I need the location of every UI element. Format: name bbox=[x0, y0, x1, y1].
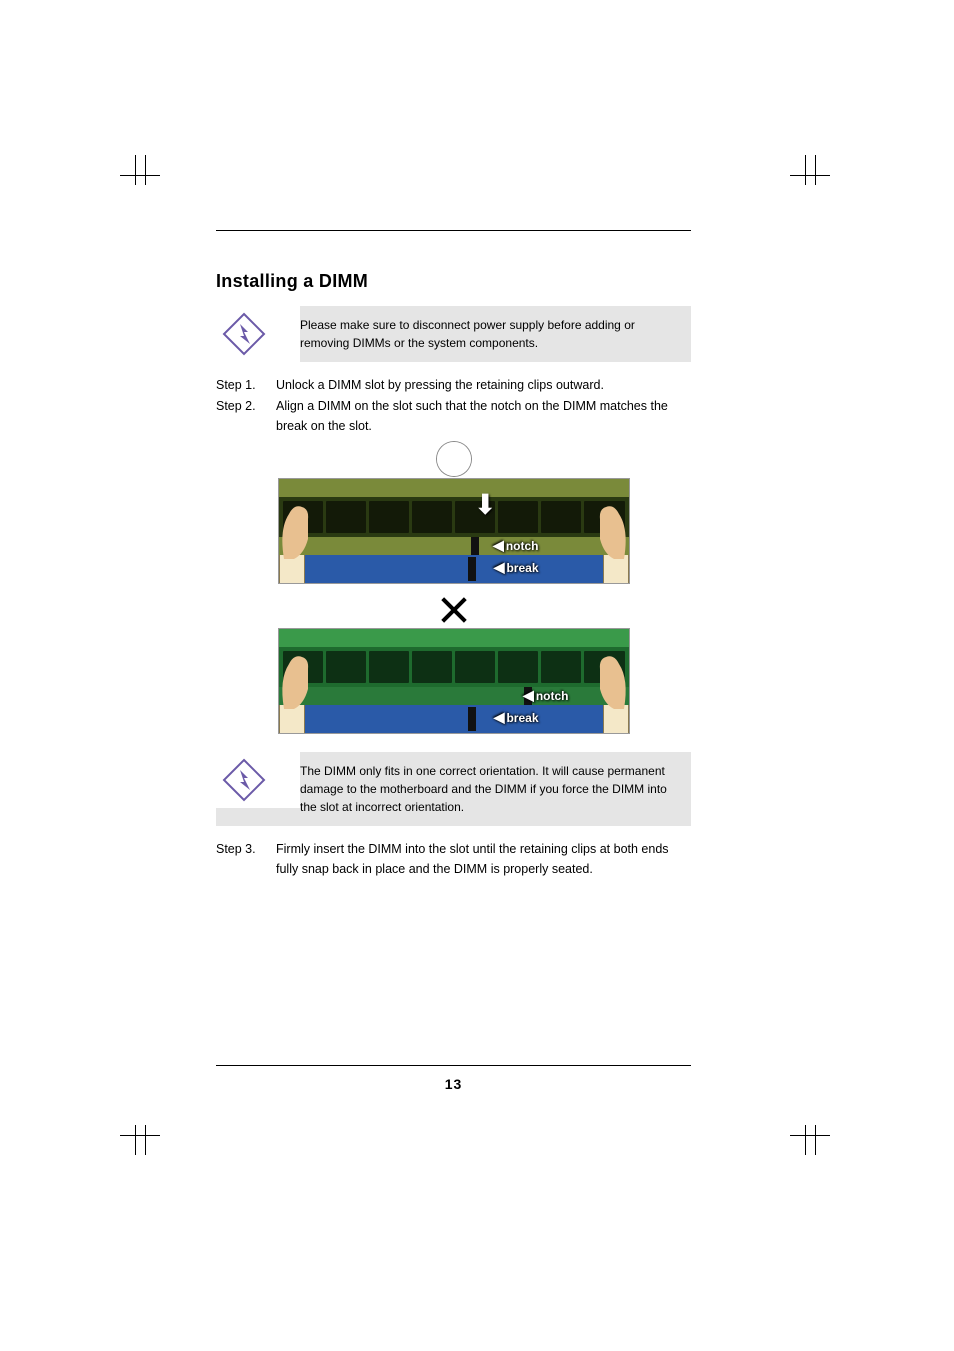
down-arrow-icon: ⬇ bbox=[474, 491, 497, 519]
dimm-diagram-correct: ⬇ ◀notch ◀break bbox=[278, 478, 630, 584]
incorrect-indicator-icon bbox=[438, 594, 470, 626]
crop-mark bbox=[120, 155, 160, 195]
step-text: Align a DIMM on the slot such that the n… bbox=[276, 397, 691, 436]
diagram-area: ⬇ ◀notch ◀break bbox=[216, 442, 691, 734]
page-footer: 13 bbox=[216, 1065, 691, 1092]
crop-mark bbox=[790, 1115, 830, 1155]
warning-note: Please make sure to disconnect power sup… bbox=[216, 306, 691, 362]
hand-icon bbox=[274, 489, 324, 559]
bottom-rule bbox=[216, 1065, 691, 1066]
step-text: Unlock a DIMM slot by pressing the retai… bbox=[276, 376, 691, 395]
step-row: Step 2. Align a DIMM on the slot such th… bbox=[216, 397, 691, 436]
warning-icon bbox=[216, 752, 300, 808]
page-number: 13 bbox=[216, 1076, 691, 1092]
page-content: Installing a DIMM Please make sure to di… bbox=[216, 230, 691, 881]
crop-mark bbox=[120, 1115, 160, 1155]
step-label: Step 2. bbox=[216, 397, 276, 436]
top-rule bbox=[216, 230, 691, 231]
correct-indicator-icon bbox=[437, 442, 471, 476]
step-label: Step 1. bbox=[216, 376, 276, 395]
notch-label: ◀notch bbox=[493, 537, 538, 554]
warning-icon bbox=[216, 306, 300, 362]
warning-text: Please make sure to disconnect power sup… bbox=[300, 306, 691, 362]
break-label: ◀break bbox=[494, 559, 539, 576]
step-row: Step 1. Unlock a DIMM slot by pressing t… bbox=[216, 376, 691, 395]
notch-label: ◀notch bbox=[523, 687, 568, 704]
hand-icon bbox=[584, 639, 634, 709]
break-label: ◀break bbox=[494, 709, 539, 726]
steps-list: Step 3. Firmly insert the DIMM into the … bbox=[216, 840, 691, 879]
hand-icon bbox=[584, 489, 634, 559]
warning-note: The DIMM only fits in one correct orient… bbox=[216, 752, 691, 826]
steps-list: Step 1. Unlock a DIMM slot by pressing t… bbox=[216, 376, 691, 436]
warning-text: The DIMM only fits in one correct orient… bbox=[300, 752, 691, 826]
hand-icon bbox=[274, 639, 324, 709]
step-label: Step 3. bbox=[216, 840, 276, 879]
dimm-diagram-incorrect: ◀notch ◀break bbox=[278, 628, 630, 734]
step-row: Step 3. Firmly insert the DIMM into the … bbox=[216, 840, 691, 879]
step-text: Firmly insert the DIMM into the slot unt… bbox=[276, 840, 691, 879]
section-heading: Installing a DIMM bbox=[216, 271, 691, 292]
crop-mark bbox=[790, 155, 830, 195]
